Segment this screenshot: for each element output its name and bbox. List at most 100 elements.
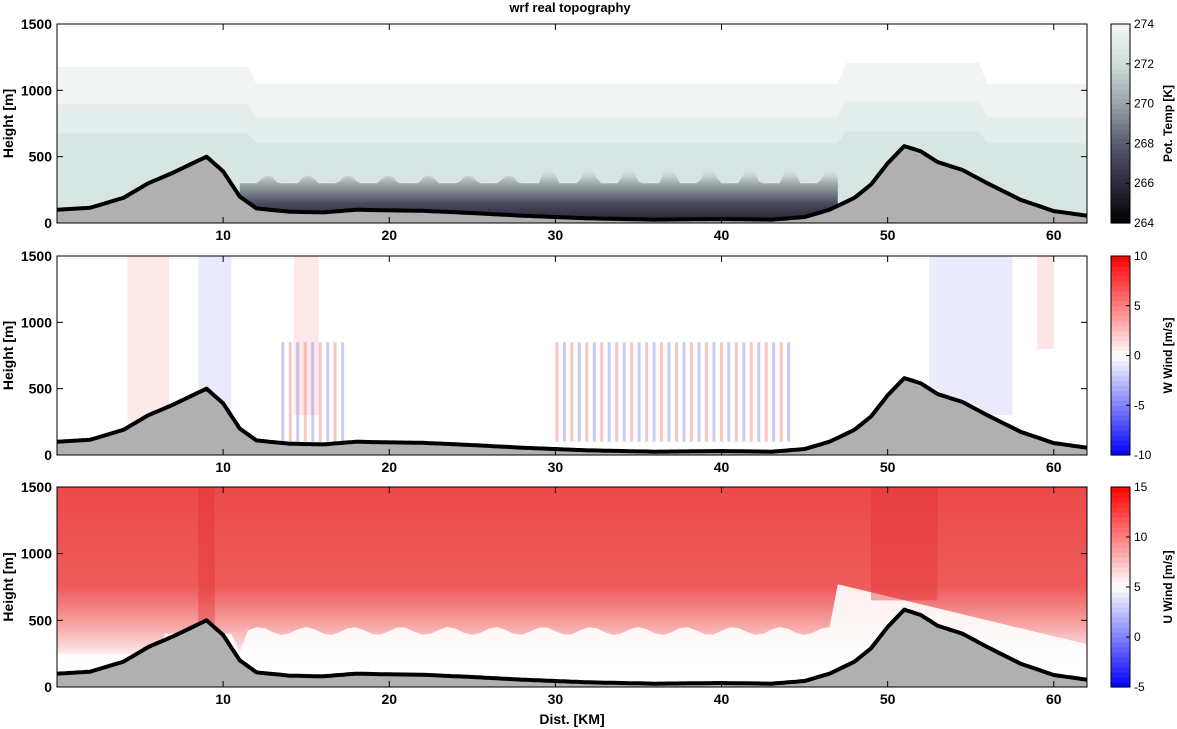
- colorbar-swatch: [1111, 305, 1130, 312]
- colorbar-swatch: [1111, 270, 1130, 277]
- w-wave-stripe: [690, 342, 693, 442]
- colorbar-swatch: [1111, 667, 1130, 673]
- x-tick-label: 30: [548, 691, 564, 707]
- colorbar-swatch: [1111, 78, 1130, 85]
- colorbar-swatch: [1111, 592, 1130, 598]
- colorbar-swatch: [1111, 320, 1130, 327]
- y-tick-label: 1500: [21, 16, 52, 32]
- colorbar-tick-label: 266: [1134, 176, 1154, 190]
- w-wave-stripe: [562, 342, 566, 442]
- colorbar-swatch: [1111, 647, 1130, 653]
- colorbar-tick-label: 10: [1134, 249, 1148, 263]
- terrain-outline: [57, 144, 1087, 222]
- colorbar-swatch: [1111, 63, 1130, 70]
- w-wave-stripe: [570, 342, 574, 442]
- colorbar-tick-label: 5: [1134, 299, 1141, 313]
- colorbar-swatch: [1111, 672, 1130, 678]
- terrain-outline: [57, 607, 1087, 686]
- colorbar-swatch: [1111, 335, 1130, 342]
- w-wave-stripe: [652, 342, 656, 442]
- w-wave-stripe: [675, 342, 678, 442]
- colorbar-swatch: [1111, 340, 1130, 347]
- w-wave-stripe: [749, 342, 753, 442]
- x-tick-label: 20: [381, 459, 397, 475]
- axes-frame: [56, 486, 1088, 688]
- colorbar-swatch: [1111, 168, 1130, 174]
- colorbar-swatch: [1111, 33, 1130, 40]
- y-tick-label: 1500: [21, 479, 52, 495]
- colorbar-swatch: [1111, 300, 1130, 307]
- colorbar-swatch: [1111, 567, 1130, 573]
- colorbar-swatch: [1111, 73, 1130, 80]
- colorbar-swatch: [1111, 370, 1130, 376]
- colorbar-swatch: [1111, 577, 1130, 583]
- field-layer-1: [57, 24, 1087, 223]
- w-wave-stripe: [630, 342, 634, 442]
- terrain-fill: [57, 378, 1087, 455]
- w-plume-3: [293, 256, 319, 416]
- x-tick-label: 20: [381, 691, 397, 707]
- x-tick-label: 60: [1046, 227, 1062, 243]
- w-wave-stripe: [326, 342, 330, 442]
- w-plume-4: [929, 256, 1013, 416]
- colorbar-swatch: [1111, 38, 1130, 45]
- colorbar-swatch: [1111, 163, 1130, 169]
- colorbar-tick-label: 264: [1134, 216, 1154, 230]
- colorbar-swatch: [1111, 265, 1130, 272]
- y-tick-label: 1000: [21, 546, 52, 562]
- w-wave-stripe: [645, 342, 649, 442]
- w-wave-stripe: [333, 342, 337, 442]
- w-wave-stripe: [288, 342, 292, 442]
- colorbar-swatch: [1111, 24, 1130, 30]
- colorbar-swatch: [1111, 380, 1130, 386]
- colorbar-swatch: [1111, 198, 1130, 204]
- colorbar-swatch: [1111, 218, 1130, 224]
- colorbar-swatch: [1111, 562, 1130, 568]
- colorbar-swatch: [1111, 547, 1130, 553]
- colorbar-swatch: [1111, 385, 1130, 391]
- terrain-outline: [57, 376, 1087, 454]
- w-wave-stripe: [592, 342, 596, 442]
- colorbar-swatch: [1111, 597, 1130, 603]
- colorbar-swatch: [1111, 637, 1130, 643]
- w-wave-stripe: [585, 342, 589, 442]
- w-wave-stripe: [772, 342, 776, 442]
- colorbar-swatch: [1111, 375, 1130, 381]
- colorbar-swatch: [1111, 542, 1130, 548]
- w-wave-stripe: [764, 342, 768, 442]
- colorbar-swatch: [1111, 532, 1130, 538]
- colorbar-tick-label: -5: [1134, 680, 1145, 694]
- colorbar-swatch: [1111, 350, 1130, 357]
- colorbar-swatch: [1111, 113, 1130, 120]
- y-tick-label: 0: [44, 447, 52, 463]
- x-tick-label: 10: [215, 459, 231, 475]
- colorbar-swatch: [1111, 183, 1130, 189]
- y-tick-label: 500: [29, 381, 53, 397]
- colorbar-swatch: [1111, 260, 1130, 267]
- colorbar-swatch: [1111, 682, 1130, 688]
- colorbar-swatch: [1111, 88, 1130, 95]
- colorbar-swatch: [1111, 188, 1130, 194]
- y-tick-label: 1000: [21, 314, 52, 330]
- colorbar-swatch: [1111, 325, 1130, 332]
- colorbar-swatch: [1111, 622, 1130, 628]
- field-layer-2: [57, 256, 1087, 455]
- u-jet-1: [198, 487, 215, 663]
- colorbar-swatch: [1111, 83, 1130, 90]
- colorbar-tick-label: 272: [1134, 57, 1154, 71]
- w-wave-stripe: [577, 342, 581, 442]
- colorbar-swatch: [1111, 420, 1130, 426]
- x-tick-label: 60: [1046, 691, 1062, 707]
- colorbar-swatch: [1111, 143, 1130, 149]
- terrain-fill: [57, 146, 1087, 223]
- colorbar-swatch: [1111, 203, 1130, 209]
- y-axis-label: Height [m]: [0, 321, 16, 390]
- colorbar-tick-label: 274: [1134, 17, 1154, 31]
- colorbar-swatch: [1111, 290, 1130, 297]
- terrain-fill: [57, 609, 1087, 687]
- colorbar-swatch: [1111, 607, 1130, 613]
- x-tick-label: 40: [714, 227, 730, 243]
- colorbar-swatch: [1111, 123, 1130, 130]
- w-wave-stripe: [712, 342, 716, 442]
